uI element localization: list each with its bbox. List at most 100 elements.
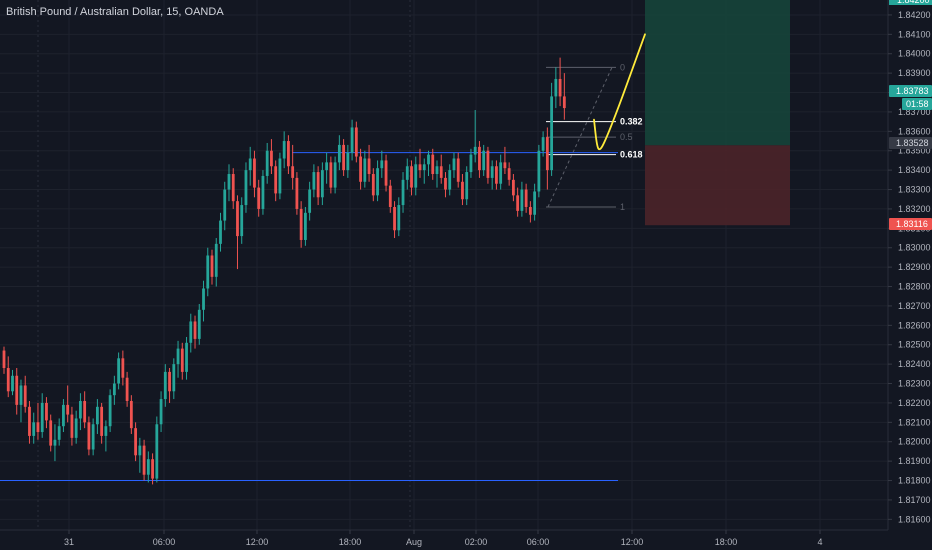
candle-body: [151, 459, 154, 479]
candle-body: [70, 414, 74, 438]
candle-body: [36, 422, 40, 433]
candle-body: [185, 342, 188, 372]
candle: [236, 195, 239, 270]
candle: [45, 397, 48, 429]
candle: [291, 144, 295, 190]
candle: [100, 402, 104, 444]
candle: [295, 172, 299, 215]
price-tick-label: 1.82700: [898, 301, 931, 311]
candle-body: [367, 158, 371, 175]
candle: [214, 238, 218, 287]
candle-body: [371, 174, 375, 196]
candle: [388, 179, 392, 213]
candle: [168, 368, 171, 403]
candle: [244, 162, 248, 213]
candle: [393, 201, 396, 239]
candle: [308, 181, 312, 221]
candle: [248, 146, 252, 186]
candle: [533, 183, 537, 221]
candle-body: [53, 439, 57, 446]
price-tick-label: 1.83000: [898, 243, 931, 253]
candle-body: [95, 406, 99, 425]
price-tick-label: 1.82100: [898, 417, 931, 427]
candle: [439, 154, 443, 184]
candle: [83, 391, 87, 429]
price-tick-label: 1.82600: [898, 320, 931, 330]
time-tick-label: 18:00: [339, 537, 362, 547]
candle: [482, 144, 486, 176]
candle-body: [138, 445, 142, 456]
candle-body: [32, 422, 36, 436]
time-tick-label: 4: [817, 537, 822, 547]
time-axis[interactable]: 31 06:00 12:00 18:00 Aug 02:00 06:00 12:00 18:00…: [64, 530, 823, 547]
candle: [554, 67, 558, 109]
candle-body: [299, 208, 303, 240]
candle-body: [206, 255, 210, 289]
candle: [456, 152, 460, 188]
stop-zone[interactable]: [645, 145, 790, 226]
price-badge: 1.83116: [889, 218, 932, 230]
candle: [202, 280, 205, 322]
candle-body: [469, 154, 473, 173]
price-tick-label: 1.83600: [898, 126, 931, 136]
candle-body: [104, 426, 108, 436]
candle: [125, 371, 129, 407]
price-tick-label: 1.82200: [898, 398, 931, 408]
candle-body: [524, 189, 528, 207]
candle-body: [528, 206, 532, 215]
candle: [32, 412, 36, 444]
candle-body: [333, 162, 337, 188]
candle-body: [6, 368, 10, 392]
candle-body: [189, 321, 193, 343]
candle-body: [486, 150, 490, 178]
candle: [104, 420, 108, 452]
candle: [87, 416, 91, 456]
candle-body: [219, 220, 222, 244]
candle: [503, 146, 507, 175]
candle: [257, 179, 261, 217]
candle: [231, 168, 235, 209]
candle-body: [142, 445, 146, 475]
candle-body: [117, 358, 121, 384]
candle: [36, 402, 40, 440]
candle: [410, 160, 413, 196]
time-tick-label: 02:00: [465, 537, 488, 547]
top-price-badge: 1.84200: [889, 0, 932, 5]
time-tick-label: Aug: [406, 537, 422, 547]
candle-body: [28, 406, 31, 436]
candle-body: [240, 205, 244, 237]
candle: [562, 73, 566, 120]
candle: [155, 416, 159, 483]
price-tick-label: 1.83700: [898, 107, 931, 117]
target-zone[interactable]: [645, 0, 790, 146]
candle-body: [257, 187, 261, 209]
candle: [422, 158, 426, 184]
candle: [545, 127, 549, 190]
candle-body: [431, 154, 435, 175]
candle: [2, 346, 6, 374]
fibonacci-retracement[interactable]: 0 0.382 0.5 0.618 1: [546, 62, 643, 212]
top-badge-label: 1.84200: [897, 0, 930, 5]
price-tick-label: 1.82300: [898, 379, 931, 389]
candle: [146, 451, 150, 483]
candle-body: [320, 170, 324, 198]
candle-body: [62, 404, 65, 427]
candle: [448, 164, 452, 196]
candle: [261, 170, 265, 215]
candle-body: [11, 375, 14, 392]
candle: [240, 197, 244, 244]
fib-level-label: 0: [620, 62, 625, 72]
candle-body: [193, 321, 197, 339]
candle-body: [155, 424, 159, 479]
candle-body: [478, 146, 481, 171]
price-badge-bg: [889, 218, 932, 230]
candle: [270, 139, 273, 175]
candle: [520, 181, 524, 217]
position-zones: [645, 0, 790, 226]
candle-body: [482, 150, 486, 171]
candle-body: [337, 144, 341, 163]
candle: [6, 356, 10, 398]
candle-body: [202, 288, 205, 310]
